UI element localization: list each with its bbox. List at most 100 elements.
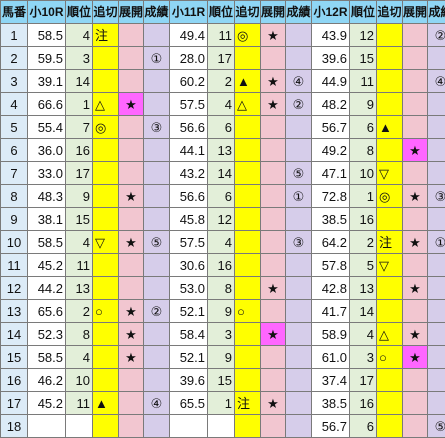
header-cell: 追切 — [93, 1, 119, 24]
r10-rank-cell: 10 — [66, 369, 93, 392]
header-cell: 追切 — [235, 1, 261, 24]
r10-value-cell: 58.5 — [28, 346, 66, 369]
r11-oikiri-mark-cell: ▲ — [235, 70, 261, 93]
horse-number-cell: 13 — [1, 300, 28, 323]
r11-value-cell: 52.1 — [170, 346, 208, 369]
r11-value-cell: 56.6 — [170, 185, 208, 208]
r11-oikiri-mark-cell — [235, 47, 261, 70]
r10-rank-cell — [66, 415, 93, 438]
r12-rank-cell: 3 — [350, 346, 377, 369]
r12-tenkai-mark-cell — [403, 47, 428, 70]
r10-tenkai-mark-cell: ★ — [119, 185, 144, 208]
r12-value-cell: 56.7 — [312, 116, 350, 139]
r10-seiseki-mark-cell — [144, 93, 170, 116]
r10-value-cell: 66.6 — [28, 93, 66, 116]
r12-seiseki-mark-cell — [428, 277, 445, 300]
r11-tenkai-mark-cell: ★ — [261, 323, 286, 346]
r10-tenkai-mark-cell — [119, 254, 144, 277]
r11-value-cell: 43.2 — [170, 162, 208, 185]
r12-seiseki-mark-cell: ① — [428, 231, 445, 254]
r12-rank-cell: 5 — [350, 254, 377, 277]
horse-number-cell: 5 — [1, 116, 28, 139]
r12-oikiri-mark-cell: 注 — [377, 231, 403, 254]
r12-seiseki-mark-cell — [428, 346, 445, 369]
r11-tenkai-mark-cell: ★ — [261, 70, 286, 93]
r12-rank-cell: 1 — [350, 185, 377, 208]
r11-seiseki-mark-cell — [286, 346, 312, 369]
r10-tenkai-mark-cell — [119, 70, 144, 93]
r10-oikiri-mark-cell — [93, 208, 119, 231]
r10-oikiri-mark-cell — [93, 369, 119, 392]
r12-tenkai-mark-cell — [403, 93, 428, 116]
header-cell: 成績 — [428, 1, 445, 24]
r12-rank-cell: 17 — [350, 369, 377, 392]
r10-seiseki-mark-cell — [144, 323, 170, 346]
r10-value-cell: 58.5 — [28, 24, 66, 47]
r10-tenkai-mark-cell — [119, 369, 144, 392]
r12-value-cell: 44.9 — [312, 70, 350, 93]
r11-rank-cell: 6 — [208, 185, 235, 208]
r12-tenkai-mark-cell: ★ — [403, 323, 428, 346]
r11-tenkai-mark-cell: ★ — [261, 24, 286, 47]
r10-value-cell — [28, 415, 66, 438]
r12-tenkai-mark-cell: ★ — [403, 277, 428, 300]
r12-oikiri-mark-cell — [377, 139, 403, 162]
r10-oikiri-mark-cell: △ — [93, 93, 119, 116]
r12-tenkai-mark-cell — [403, 369, 428, 392]
r12-rank-cell: 9 — [350, 93, 377, 116]
r11-tenkai-mark-cell — [261, 254, 286, 277]
r10-seiseki-mark-cell — [144, 415, 170, 438]
r10-seiseki-mark-cell: ④ — [144, 392, 170, 415]
r11-oikiri-mark-cell — [235, 231, 261, 254]
r10-rank-cell: 9 — [66, 185, 93, 208]
r10-seiseki-mark-cell: ① — [144, 47, 170, 70]
r11-seiseki-mark-cell: ④ — [286, 70, 312, 93]
r10-seiseki-mark-cell — [144, 254, 170, 277]
r10-value-cell: 52.3 — [28, 323, 66, 346]
horse-number-cell: 8 — [1, 185, 28, 208]
r10-oikiri-mark-cell: ◎ — [93, 116, 119, 139]
r12-seiseki-mark-cell — [428, 139, 445, 162]
r11-value-cell: 49.4 — [170, 24, 208, 47]
r12-rank-cell: 15 — [350, 47, 377, 70]
r12-rank-cell: 14 — [350, 300, 377, 323]
r12-oikiri-mark-cell — [377, 392, 403, 415]
horse-number-cell: 3 — [1, 70, 28, 93]
r11-tenkai-mark-cell — [261, 185, 286, 208]
r10-rank-cell: 17 — [66, 162, 93, 185]
r12-rank-cell: 4 — [350, 323, 377, 346]
r12-tenkai-mark-cell — [403, 70, 428, 93]
r12-tenkai-mark-cell: ★ — [403, 139, 428, 162]
r11-value-cell: 57.5 — [170, 231, 208, 254]
r12-seiseki-mark-cell — [428, 208, 445, 231]
r12-oikiri-mark-cell — [377, 415, 403, 438]
r12-rank-cell: 2 — [350, 231, 377, 254]
r12-value-cell: 38.5 — [312, 392, 350, 415]
r11-seiseki-mark-cell — [286, 300, 312, 323]
r11-oikiri-mark-cell — [235, 369, 261, 392]
r11-rank-cell: 13 — [208, 139, 235, 162]
r10-value-cell: 65.6 — [28, 300, 66, 323]
r12-rank-cell: 10 — [350, 162, 377, 185]
r12-tenkai-mark-cell — [403, 415, 428, 438]
r10-value-cell: 36.0 — [28, 139, 66, 162]
r10-tenkai-mark-cell: ★ — [119, 231, 144, 254]
header-cell: 小11R — [170, 1, 208, 24]
r12-oikiri-mark-cell — [377, 277, 403, 300]
r12-seiseki-mark-cell — [428, 323, 445, 346]
r11-seiseki-mark-cell — [286, 116, 312, 139]
r11-rank-cell: 17 — [208, 47, 235, 70]
r11-rank-cell: 6 — [208, 116, 235, 139]
r10-oikiri-mark-cell: ▽ — [93, 231, 119, 254]
r12-seiseki-mark-cell — [428, 47, 445, 70]
r11-seiseki-mark-cell: ① — [286, 185, 312, 208]
r11-rank-cell: 9 — [208, 346, 235, 369]
r11-seiseki-mark-cell — [286, 254, 312, 277]
r11-oikiri-mark-cell — [235, 116, 261, 139]
